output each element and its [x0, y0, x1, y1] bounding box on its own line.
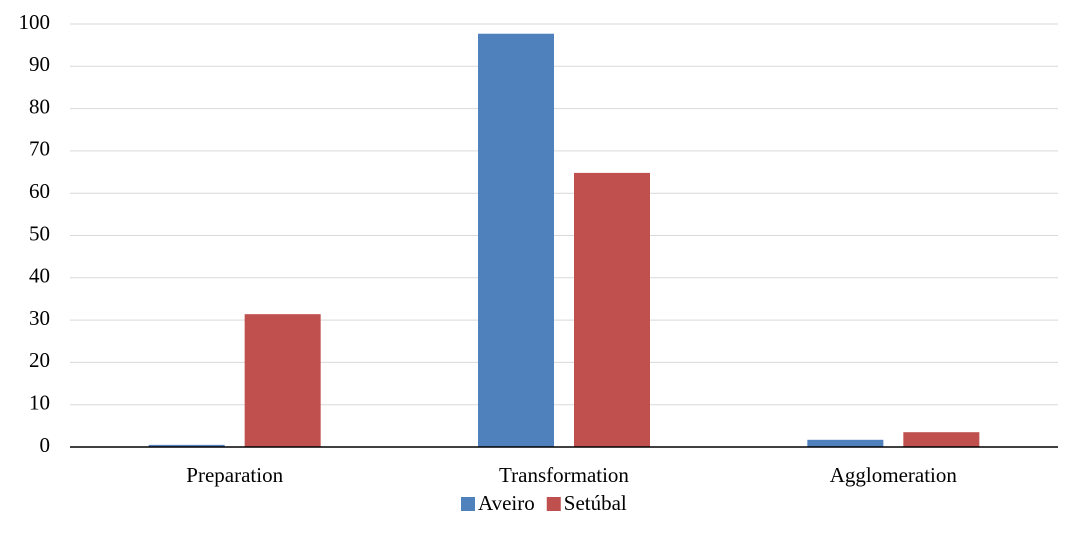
bar	[903, 432, 980, 447]
y-tick-label: 70	[29, 137, 50, 161]
bar	[574, 172, 650, 447]
y-tick-label: 10	[29, 391, 50, 415]
bar	[148, 444, 225, 447]
y-tick-label: 80	[29, 94, 50, 118]
y-tick-label: 50	[29, 221, 50, 245]
x-tick-label: Agglomeration	[830, 463, 958, 487]
legend-swatch	[461, 497, 475, 511]
x-tick-label: Transformation	[499, 463, 629, 487]
legend-swatch	[546, 497, 561, 511]
y-tick-label: 90	[29, 52, 50, 76]
legend-label: Aveiro	[478, 491, 535, 515]
y-tick-label: 20	[29, 348, 50, 372]
y-tick-label: 30	[29, 306, 50, 330]
bar	[478, 33, 554, 447]
y-tick-label: 60	[29, 179, 50, 203]
y-tick-label: 100	[19, 10, 51, 34]
legend-label: Setúbal	[564, 491, 627, 515]
bar	[807, 439, 884, 447]
y-tick-label: 40	[29, 264, 50, 288]
x-tick-label: Preparation	[186, 463, 283, 487]
y-tick-label: 0	[40, 433, 51, 457]
bar	[244, 314, 321, 447]
